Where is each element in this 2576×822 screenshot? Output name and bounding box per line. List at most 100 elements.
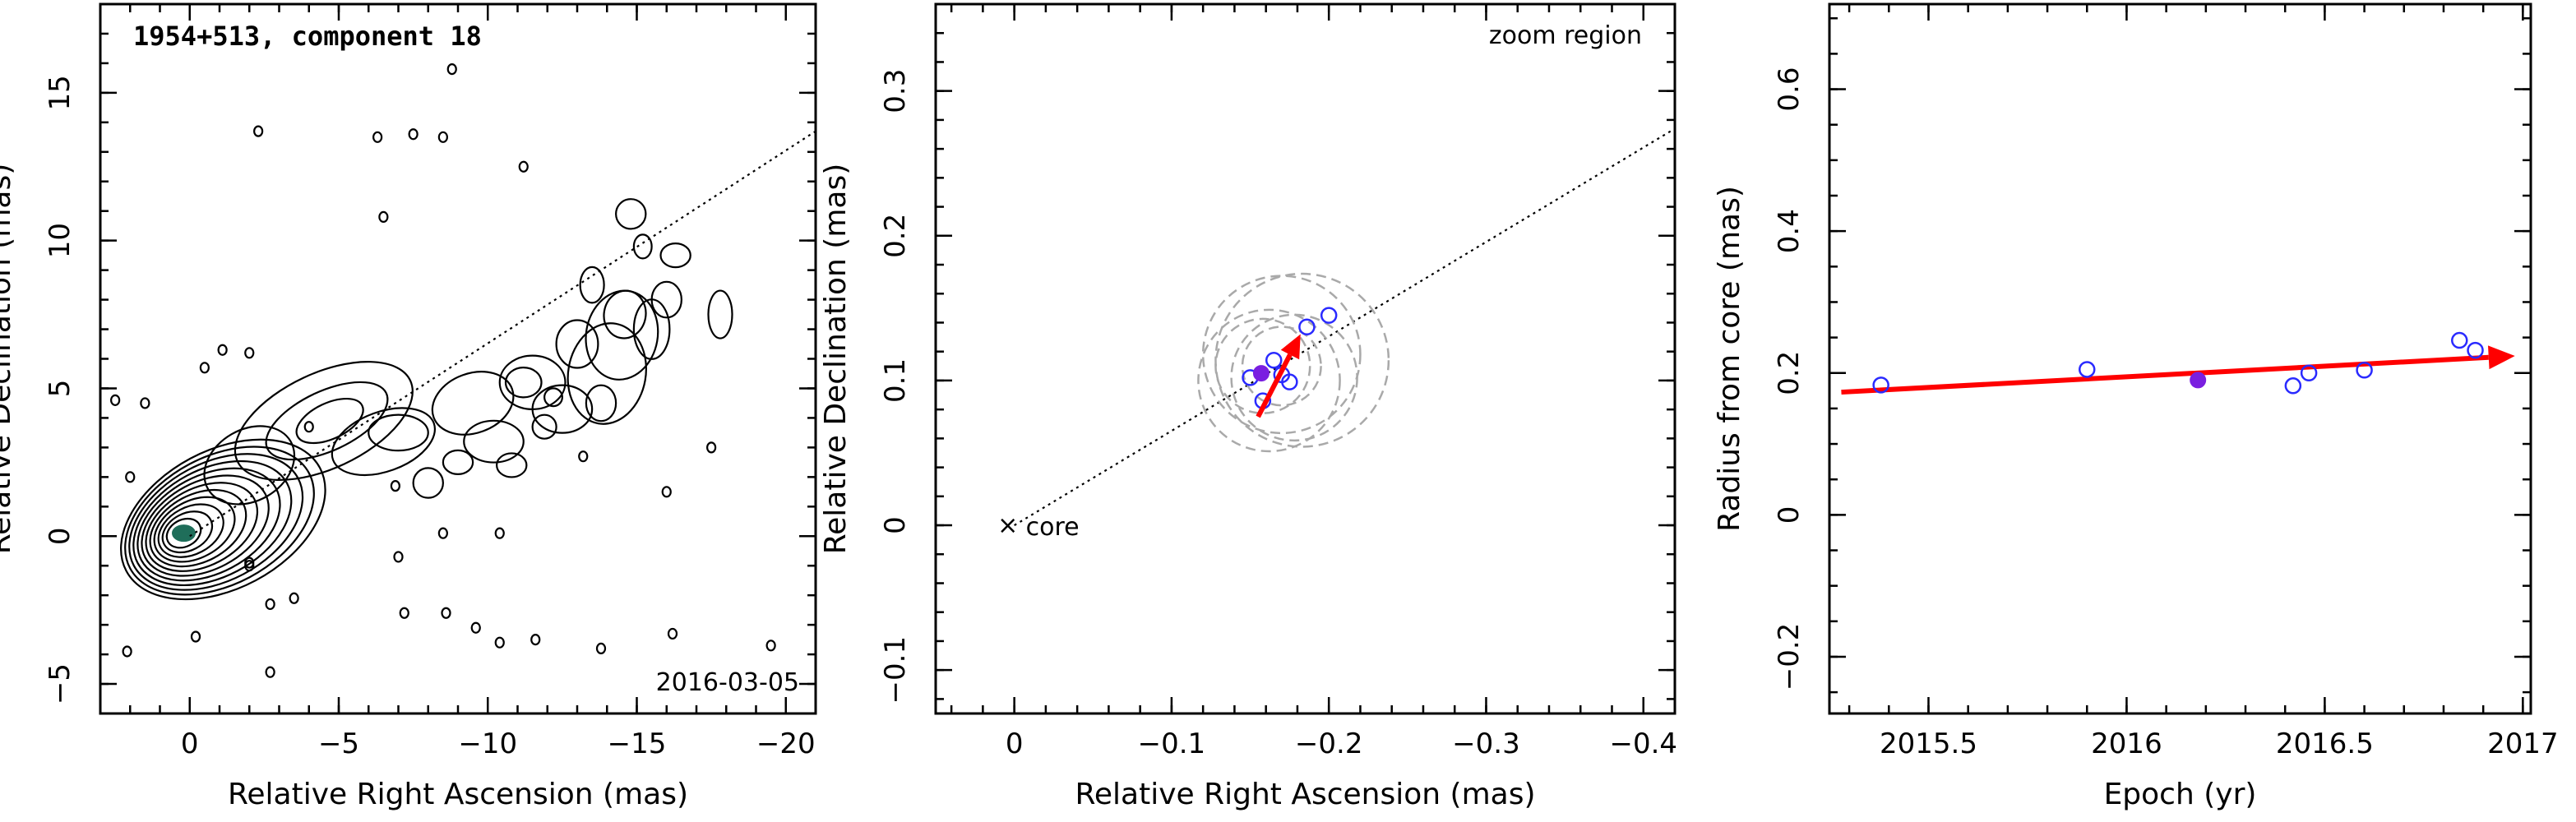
jet-contour [504,367,543,399]
y-tick-label: 0.1 [879,358,912,403]
core-contour [161,510,214,554]
noise-contour [518,160,529,173]
x-axis-label: Relative Right Ascension (mas) [1075,778,1535,811]
y-tick-label: 0 [1773,506,1806,524]
jet-contour [531,413,557,440]
y-axis-label: Radius from core (mas) [1713,186,1746,532]
noise-contour [199,362,210,374]
core-contour [120,438,326,601]
x-tick-label: −15 [608,727,667,760]
jet-contour [603,289,647,339]
jet-contour [463,419,525,464]
jet-contour [234,361,414,481]
noise-contour [122,645,132,658]
y-tick-label: 0 [44,527,76,545]
jet-contour [442,449,474,475]
jet-contour [555,319,599,369]
noise-contour [289,592,299,604]
noise-contour [217,344,228,356]
jet-contour [331,407,437,477]
noise-contour [494,636,505,649]
epoch-point [2356,362,2373,379]
noise-contour [140,397,150,409]
jet-contour [707,289,733,339]
noise-contour [378,210,389,223]
y-tick-label: 0.4 [1773,209,1806,253]
beam-circle [1201,275,1362,435]
x-tick-label: −10 [458,727,517,760]
y-tick-label: 0 [879,516,912,534]
jet-contour [368,413,429,452]
zoom-region-label: zoom region [1489,21,1642,50]
epoch-point [1265,352,1283,369]
jet-contour [543,387,563,408]
noise-contour [408,128,419,141]
jet-contour [295,397,364,445]
noise-contour [303,421,314,433]
noise-contour [530,634,541,646]
y-tick-label: 5 [44,380,76,398]
beam-circle [1214,272,1390,448]
noise-contour [265,666,275,678]
x-tick-label: 2015.5 [1880,727,1977,760]
jet-contour [431,371,515,436]
epoch-point [1320,307,1338,324]
noise-contour [437,131,448,143]
panel-contour-map: 0 −5 −10 −15 −20 −5 0 5 10 15 1954+513, component… [0,2,817,811]
jet-contour [265,381,389,461]
core-contour [141,474,270,577]
jet-contour [412,467,444,499]
core-contour [153,496,236,563]
noise-contour [125,471,136,483]
core-contour [157,503,224,558]
noise-contour [706,441,717,454]
core-contour [149,488,247,568]
jet-contour [659,242,691,269]
epoch-point [2467,341,2484,359]
plot-frame [99,2,817,715]
y-tick-label: −5 [44,663,76,704]
beam-circle [1241,326,1322,407]
noise-contour [253,125,264,137]
noise-contour [470,621,481,634]
beam-circle [1230,313,1358,442]
noise-contour [437,527,448,539]
epoch-point [2284,377,2302,395]
motion-vector-head [2487,345,2515,370]
noise-contour [595,642,607,654]
x-tick-label: 0 [1006,727,1024,760]
noise-contour [578,450,589,463]
x-tick-label: −0.4 [1609,727,1677,760]
jet-contour [531,384,594,434]
panel-3-plot: 2015.5 2016 2016.5 2017 −0.2 0 0.2 0.4 0.6 [1773,2,2559,760]
x-axis-label: Epoch (yr) [2104,778,2257,811]
x-tick-label: −0.2 [1295,727,1363,760]
noise-contour [244,556,255,569]
y-tick-label: 15 [44,75,76,110]
y-tick-label: 0.2 [879,214,912,258]
x-tick-label: 2016 [2091,727,2162,760]
noise-contour [110,394,121,406]
jet-direction-line [1014,127,1676,526]
x-tick-label: −20 [756,727,816,760]
beam-circle [1214,317,1311,414]
epoch-date-label: 2016-03-05 [656,668,799,697]
y-axis-label: Relative Declination (mas) [819,164,853,555]
noise-contour [190,630,201,643]
motion-vector-head [1280,334,1301,360]
x-tick-label: 0 [181,727,199,760]
noise-contour [393,551,404,563]
noise-contour [446,63,457,76]
y-tick-label: 0.6 [1773,67,1806,112]
component-marker [172,524,196,543]
core-contour [136,467,281,582]
current-epoch-point [2190,372,2207,389]
core-cross-mark: × [997,511,1018,540]
noise-contour [244,347,255,359]
y-tick-label: −0.1 [879,636,912,704]
motion-vector-shaft [1256,353,1293,418]
x-tick-label: 2017 [2487,727,2559,760]
noise-contour [494,527,505,539]
y-tick-label: −0.2 [1773,623,1806,691]
epoch-point [1281,373,1298,390]
